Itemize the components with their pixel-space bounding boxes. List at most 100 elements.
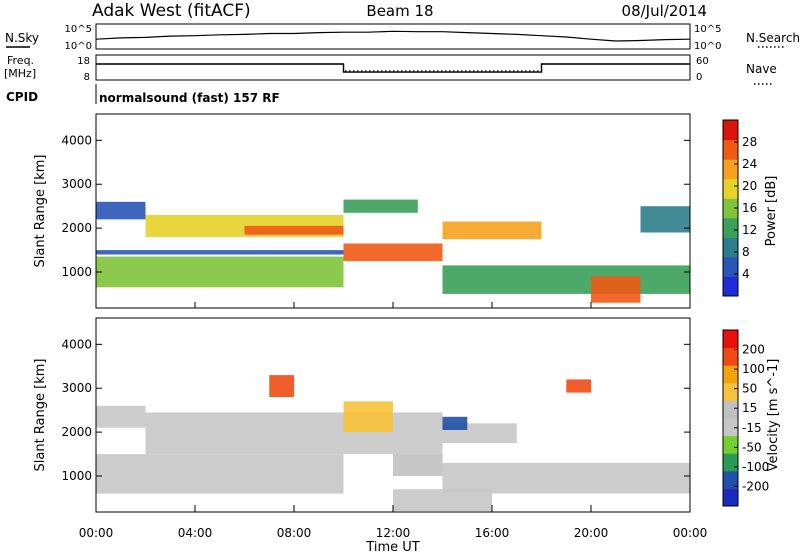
nsky-strip: N.Sky 10^5 10^0 10^5 10^0 N.Search xyxy=(5,23,800,52)
power-colorbar: 28 24 20 16 12 8 4 xyxy=(722,119,757,297)
nave-label: Nave xyxy=(746,62,777,76)
data-band-10 xyxy=(393,489,492,512)
colorbar-tick-label: 12 xyxy=(742,223,757,237)
power-y-axis-label: Slant Range [km] xyxy=(33,155,48,268)
colorbar-tick-label: 15 xyxy=(742,401,757,415)
data-band-4 xyxy=(343,243,443,262)
data-band-5 xyxy=(343,199,418,213)
x-tick-label: 08:00 xyxy=(277,526,312,540)
nsky-tick-top-left: 10^5 xyxy=(65,24,92,35)
colorbar-tick-label: 8 xyxy=(742,245,750,259)
data-band-0 xyxy=(96,256,344,288)
velocity-panel: 1000 2000 3000 4000 Slant Range [km] 200 100… xyxy=(33,302,781,554)
colorbar-swatch xyxy=(723,330,738,349)
colorbar-tick-label: 20 xyxy=(742,179,757,193)
colorbar-tick-label: -200 xyxy=(742,479,769,493)
cpid-text: normalsound (fast) 157 RF xyxy=(99,91,280,105)
velocity-colorbar: 200 100 50 15 -15 -50 -100 -200 xyxy=(722,329,769,507)
y-tick-label: 1000 xyxy=(61,265,92,279)
data-band-3 xyxy=(393,454,443,476)
colorbar-swatch xyxy=(723,470,738,489)
data-band-8 xyxy=(591,276,641,303)
colorbar-swatch xyxy=(723,237,738,258)
y-tick-label: 4000 xyxy=(61,337,92,351)
colorbar-tick-label: 50 xyxy=(742,382,757,396)
nave-tick-top: 60 xyxy=(696,56,709,67)
power-data-bands xyxy=(96,199,690,303)
y-tick-label: 3000 xyxy=(61,381,92,395)
data-band-7 xyxy=(442,265,690,294)
power-y-ticks: 1000 2000 3000 4000 xyxy=(61,133,690,279)
y-tick-label: 1000 xyxy=(61,469,92,483)
freq-label: Freq. xyxy=(7,54,34,67)
velocity-colorbar-label: Velocity [m s^-1] xyxy=(766,359,781,472)
freq-tick-top: 18 xyxy=(77,56,90,67)
x-tick-label: 04:00 xyxy=(178,526,213,540)
nave-tick-bottom: 0 xyxy=(696,72,702,83)
colorbar-swatch xyxy=(723,453,738,472)
colorbar-tick-label: 24 xyxy=(742,157,757,171)
data-band-1 xyxy=(96,250,344,255)
data-band-9 xyxy=(96,201,146,220)
colorbar-swatch xyxy=(723,276,738,297)
station-title: Adak West (fitACF) xyxy=(92,1,251,21)
nsky-series-line xyxy=(95,30,691,42)
time-x-ticks: 00:00 04:00 08:00 12:00 16:00 20:00 00:00 xyxy=(79,302,708,540)
data-band-7 xyxy=(343,401,393,433)
y-tick-label: 3000 xyxy=(61,177,92,191)
nsky-label: N.Sky xyxy=(5,31,39,45)
x-axis-label: Time UT xyxy=(365,540,419,554)
data-band-0 xyxy=(96,454,344,494)
freq-strip: Freq. [MHz] 18 8 60 0 Nave xyxy=(4,54,777,85)
colorbar-swatch xyxy=(723,159,738,180)
colorbar-swatch xyxy=(723,418,738,437)
nsky-tick-bottom-right: 10^0 xyxy=(694,41,721,52)
freq-frame xyxy=(95,54,691,81)
nave-series-line xyxy=(96,63,690,72)
colorbar-tick-label: -50 xyxy=(742,440,762,454)
colorbar-swatch xyxy=(723,365,738,384)
colorbar-swatch xyxy=(723,198,738,219)
power-panel: 1000 2000 3000 4000 Slant Range [km] 28 24 20… xyxy=(33,113,779,309)
colorbar-swatch xyxy=(723,139,738,160)
data-band-2 xyxy=(96,405,146,428)
x-tick-label: 12:00 xyxy=(376,526,411,540)
colorbar-swatch xyxy=(723,382,738,401)
date-title: 08/Jul/2014 xyxy=(622,2,707,20)
freq-unit-label: [MHz] xyxy=(4,67,36,80)
nsearch-label: N.Search xyxy=(746,31,800,45)
velocity-y-axis-label: Slant Range [km] xyxy=(33,359,48,472)
colorbar-tick-label: 16 xyxy=(742,201,757,215)
data-band-1 xyxy=(145,412,443,455)
cpid-label: CPID xyxy=(6,90,38,104)
colorbar-tick-label: 200 xyxy=(742,343,765,357)
x-tick-label: 16:00 xyxy=(475,526,510,540)
nsky-tick-bottom-left: 10^0 xyxy=(65,41,92,52)
data-band-3 xyxy=(244,225,344,235)
colorbar-tick-label: 4 xyxy=(742,267,750,281)
velocity-data-bands xyxy=(96,375,690,512)
data-band-5 xyxy=(442,462,690,494)
x-tick-label: 00:00 xyxy=(673,526,708,540)
power-colorbar-label: Power [dB] xyxy=(764,176,779,247)
data-band-6 xyxy=(442,221,542,240)
colorbar-tick-label: 28 xyxy=(742,135,757,149)
colorbar-swatch xyxy=(723,435,738,454)
data-band-8 xyxy=(442,416,468,430)
colorbar-tick-label: -100 xyxy=(742,460,769,474)
colorbar-swatch xyxy=(723,217,738,238)
colorbar-swatch xyxy=(723,488,738,507)
x-tick-label: 20:00 xyxy=(574,526,609,540)
y-tick-label: 4000 xyxy=(61,133,92,147)
velocity-y-ticks: 1000 2000 3000 4000 xyxy=(61,337,690,483)
data-band-6 xyxy=(269,375,295,397)
colorbar-swatch xyxy=(723,347,738,366)
colorbar-frame xyxy=(722,329,739,507)
nsky-tick-top-right: 10^5 xyxy=(694,24,721,35)
nsky-frame xyxy=(95,23,691,50)
beam-title: Beam 18 xyxy=(366,2,433,20)
x-tick-label: 00:00 xyxy=(79,526,114,540)
freq-tick-bottom: 8 xyxy=(84,72,90,83)
colorbar-tick-label: -15 xyxy=(742,421,762,435)
